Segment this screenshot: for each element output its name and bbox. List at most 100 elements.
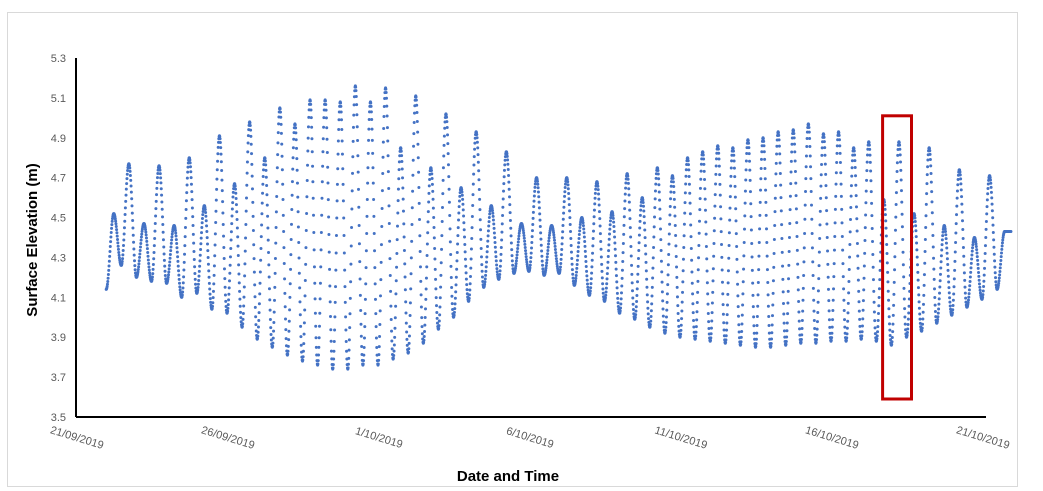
data-point	[779, 183, 783, 187]
data-point	[731, 147, 735, 151]
data-point	[291, 146, 295, 150]
data-point	[790, 142, 794, 146]
data-point	[167, 264, 171, 268]
data-point	[638, 213, 642, 217]
data-point	[234, 203, 238, 207]
data-point	[735, 257, 739, 261]
data-point	[511, 263, 515, 267]
data-point	[907, 304, 911, 308]
data-point	[245, 196, 248, 200]
data-point	[990, 202, 994, 206]
data-point	[420, 325, 424, 329]
data-point	[254, 315, 258, 319]
data-point	[898, 153, 902, 157]
data-point	[788, 221, 792, 225]
data-point	[540, 249, 544, 253]
data-point	[236, 253, 240, 257]
data-point	[152, 257, 156, 261]
data-point	[823, 146, 827, 150]
data-point	[677, 324, 681, 328]
data-point	[326, 181, 330, 185]
data-point	[476, 160, 480, 164]
data-point	[281, 198, 285, 202]
data-point	[163, 264, 167, 268]
data-point	[583, 240, 587, 244]
data-point	[774, 172, 778, 176]
data-point	[777, 133, 781, 137]
data-point	[906, 317, 910, 321]
data-point	[369, 110, 373, 114]
y-tick-label: 3.9	[51, 332, 66, 344]
data-point	[621, 251, 625, 255]
data-point	[393, 316, 397, 320]
data-point	[659, 227, 662, 231]
data-point	[130, 204, 134, 208]
data-point	[857, 289, 861, 293]
data-point	[914, 224, 918, 228]
data-point	[691, 292, 695, 296]
data-point	[684, 182, 688, 186]
data-point	[475, 140, 479, 144]
data-point	[228, 271, 232, 275]
data-point	[687, 182, 691, 186]
data-point	[196, 288, 200, 292]
data-point	[849, 194, 853, 198]
data-point	[515, 253, 519, 257]
data-point	[121, 249, 125, 253]
data-point	[793, 159, 797, 163]
data-point	[997, 279, 1001, 283]
data-point	[742, 240, 746, 244]
data-point	[190, 206, 194, 210]
data-point	[877, 296, 881, 299]
data-point	[274, 241, 278, 245]
data-point	[733, 184, 737, 188]
data-point	[158, 168, 162, 172]
data-point	[832, 275, 836, 279]
data-point	[352, 103, 356, 107]
data-point	[964, 296, 968, 300]
data-point	[656, 169, 660, 173]
data-point	[379, 294, 383, 298]
data-point	[150, 277, 154, 281]
data-point	[578, 225, 582, 229]
data-point	[581, 224, 585, 228]
data-point	[611, 213, 615, 217]
data-point	[726, 303, 729, 307]
data-point	[713, 204, 717, 208]
data-point	[733, 175, 737, 179]
data-point	[137, 262, 141, 266]
data-point	[559, 257, 563, 261]
data-point	[160, 193, 164, 197]
data-point	[604, 286, 608, 290]
data-point	[506, 168, 510, 172]
data-point	[218, 141, 222, 145]
data-point	[197, 269, 201, 273]
data-point	[960, 195, 964, 199]
data-point	[205, 236, 209, 240]
data-point	[811, 260, 815, 264]
data-point	[295, 146, 299, 150]
data-point	[767, 331, 771, 335]
data-point	[264, 168, 268, 172]
data-point	[361, 362, 365, 366]
data-point	[374, 336, 378, 340]
data-point	[920, 328, 924, 332]
data-point	[865, 169, 869, 173]
data-point	[714, 182, 718, 186]
data-point	[916, 278, 920, 282]
data-point	[546, 245, 550, 249]
data-point	[276, 153, 280, 157]
data-point	[377, 353, 381, 357]
data-point	[174, 231, 178, 235]
data-point	[155, 193, 159, 197]
data-point	[325, 151, 329, 155]
data-point	[487, 220, 491, 224]
data-point	[970, 249, 974, 253]
data-point	[955, 204, 959, 208]
data-point	[658, 198, 662, 202]
data-point	[536, 182, 540, 186]
data-point	[877, 287, 881, 291]
data-point	[824, 196, 828, 200]
data-point	[645, 285, 649, 289]
data-point	[123, 213, 127, 217]
